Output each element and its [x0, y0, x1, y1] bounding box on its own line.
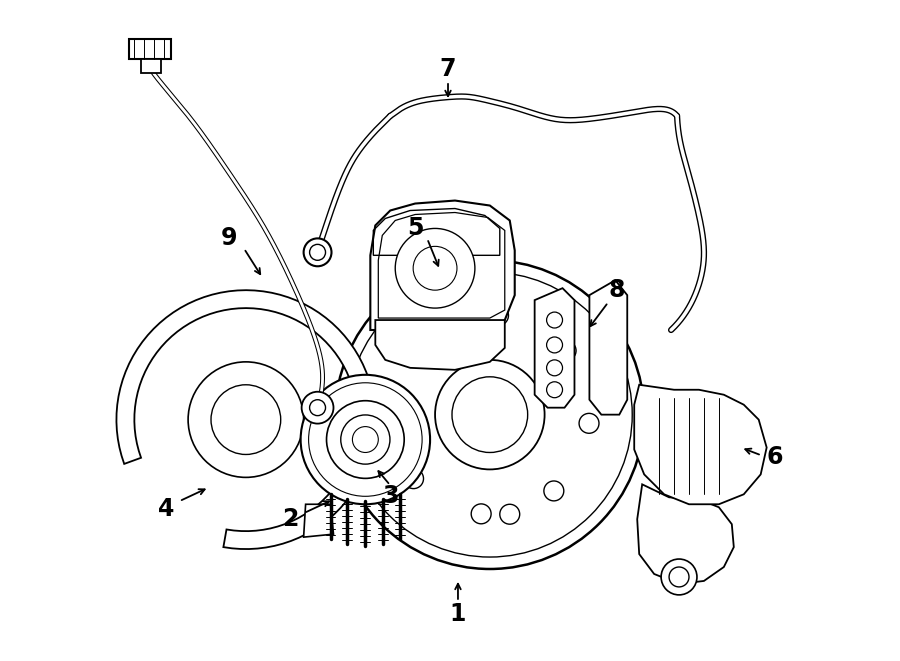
Circle shape	[579, 413, 599, 433]
Circle shape	[353, 426, 378, 453]
Polygon shape	[634, 385, 767, 504]
Text: 1: 1	[450, 602, 466, 626]
Circle shape	[381, 396, 400, 416]
Circle shape	[413, 247, 457, 290]
Circle shape	[211, 385, 281, 455]
Polygon shape	[116, 290, 375, 549]
Circle shape	[435, 360, 544, 469]
Circle shape	[341, 415, 390, 464]
Polygon shape	[378, 212, 505, 318]
Circle shape	[472, 504, 491, 524]
Circle shape	[301, 375, 430, 504]
Circle shape	[327, 401, 404, 479]
Circle shape	[489, 305, 508, 325]
Circle shape	[336, 260, 644, 569]
Circle shape	[546, 382, 562, 398]
Text: 2: 2	[283, 507, 299, 531]
Text: 3: 3	[382, 485, 399, 508]
Circle shape	[662, 559, 697, 595]
Circle shape	[188, 362, 303, 477]
Text: 5: 5	[407, 216, 423, 241]
Text: 7: 7	[440, 57, 456, 81]
Circle shape	[546, 312, 562, 328]
Circle shape	[403, 469, 424, 488]
Polygon shape	[130, 39, 171, 59]
Circle shape	[669, 567, 689, 587]
Text: 9: 9	[220, 226, 238, 251]
Circle shape	[546, 360, 562, 376]
Polygon shape	[637, 485, 733, 584]
Polygon shape	[535, 288, 574, 408]
Circle shape	[416, 329, 436, 348]
Polygon shape	[375, 320, 505, 370]
Circle shape	[546, 337, 562, 353]
Polygon shape	[303, 504, 334, 537]
Text: 6: 6	[767, 446, 783, 469]
Circle shape	[395, 229, 475, 308]
Polygon shape	[141, 59, 161, 73]
Circle shape	[310, 245, 326, 260]
Circle shape	[544, 481, 563, 501]
Circle shape	[310, 400, 326, 416]
Circle shape	[302, 392, 334, 424]
Polygon shape	[590, 280, 627, 414]
Circle shape	[303, 239, 331, 266]
Circle shape	[452, 377, 527, 453]
Text: 8: 8	[608, 278, 625, 302]
Text: 4: 4	[158, 497, 175, 522]
Circle shape	[556, 340, 576, 361]
Polygon shape	[370, 200, 515, 330]
Circle shape	[500, 504, 519, 524]
